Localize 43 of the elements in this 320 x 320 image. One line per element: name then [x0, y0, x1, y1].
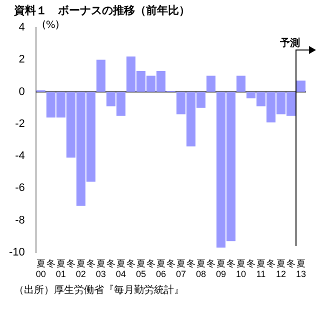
- x-tick-label: 冬: [186, 258, 196, 268]
- x-tick-label: 冬: [66, 258, 76, 268]
- x-tick-label: 冬: [166, 258, 176, 268]
- x-tick-label: 冬: [46, 258, 56, 268]
- bar: [206, 76, 216, 92]
- x-tick-label: 夏 06: [156, 258, 166, 280]
- x-tick-label: 冬: [86, 258, 96, 268]
- text: （出所）厚生労働省『毎月勤労統計』: [14, 284, 184, 298]
- x-tick-label: 夏 04: [116, 258, 126, 280]
- y-tick-label: 2: [18, 54, 25, 66]
- y-axis-title: (%): [42, 20, 60, 31]
- x-tick-label: 夏 01: [56, 258, 66, 280]
- x-tick-label: 夏 03: [96, 258, 106, 280]
- x-tick-label: 夏 10: [236, 258, 246, 280]
- x-tick-label: 冬: [286, 258, 296, 268]
- bar: [296, 80, 306, 92]
- y-tick-label: -10: [8, 246, 25, 258]
- y-tick-label: 0: [18, 86, 25, 98]
- y-tick-label: -4: [15, 150, 25, 162]
- y-tick-label: -8: [15, 214, 25, 226]
- x-tick-label: 夏 09: [216, 258, 226, 280]
- y-tick-label: -2: [15, 118, 25, 130]
- x-tick-label: 夏 00: [36, 258, 46, 280]
- x-tick-label: 夏 11: [256, 258, 266, 280]
- annotation: 予測: [280, 36, 300, 50]
- x-tick-label: 夏 12: [276, 258, 286, 280]
- chart-title: 資料１ ボーナスの推移（前年比）: [14, 3, 190, 18]
- x-tick-label: 冬: [206, 258, 216, 268]
- x-tick-label: 夏 08: [196, 258, 206, 280]
- bar: [236, 76, 246, 92]
- bar: [96, 60, 106, 92]
- x-tick-label: 夏 05: [136, 258, 146, 280]
- x-tick-label: 夏 02: [76, 258, 86, 280]
- y-tick-label: 4: [18, 22, 25, 34]
- x-tick-label: 夏 13: [296, 258, 306, 280]
- x-tick-label: 夏 07: [176, 258, 186, 280]
- y-tick-label: -6: [15, 182, 25, 194]
- x-tick-label: 冬: [106, 258, 116, 268]
- x-tick-label: 冬: [146, 258, 156, 268]
- x-tick-label: 冬: [226, 258, 236, 268]
- x-tick-label: 冬: [126, 258, 136, 268]
- x-tick-label: 冬: [266, 258, 276, 268]
- x-tick-label: 冬: [246, 258, 256, 268]
